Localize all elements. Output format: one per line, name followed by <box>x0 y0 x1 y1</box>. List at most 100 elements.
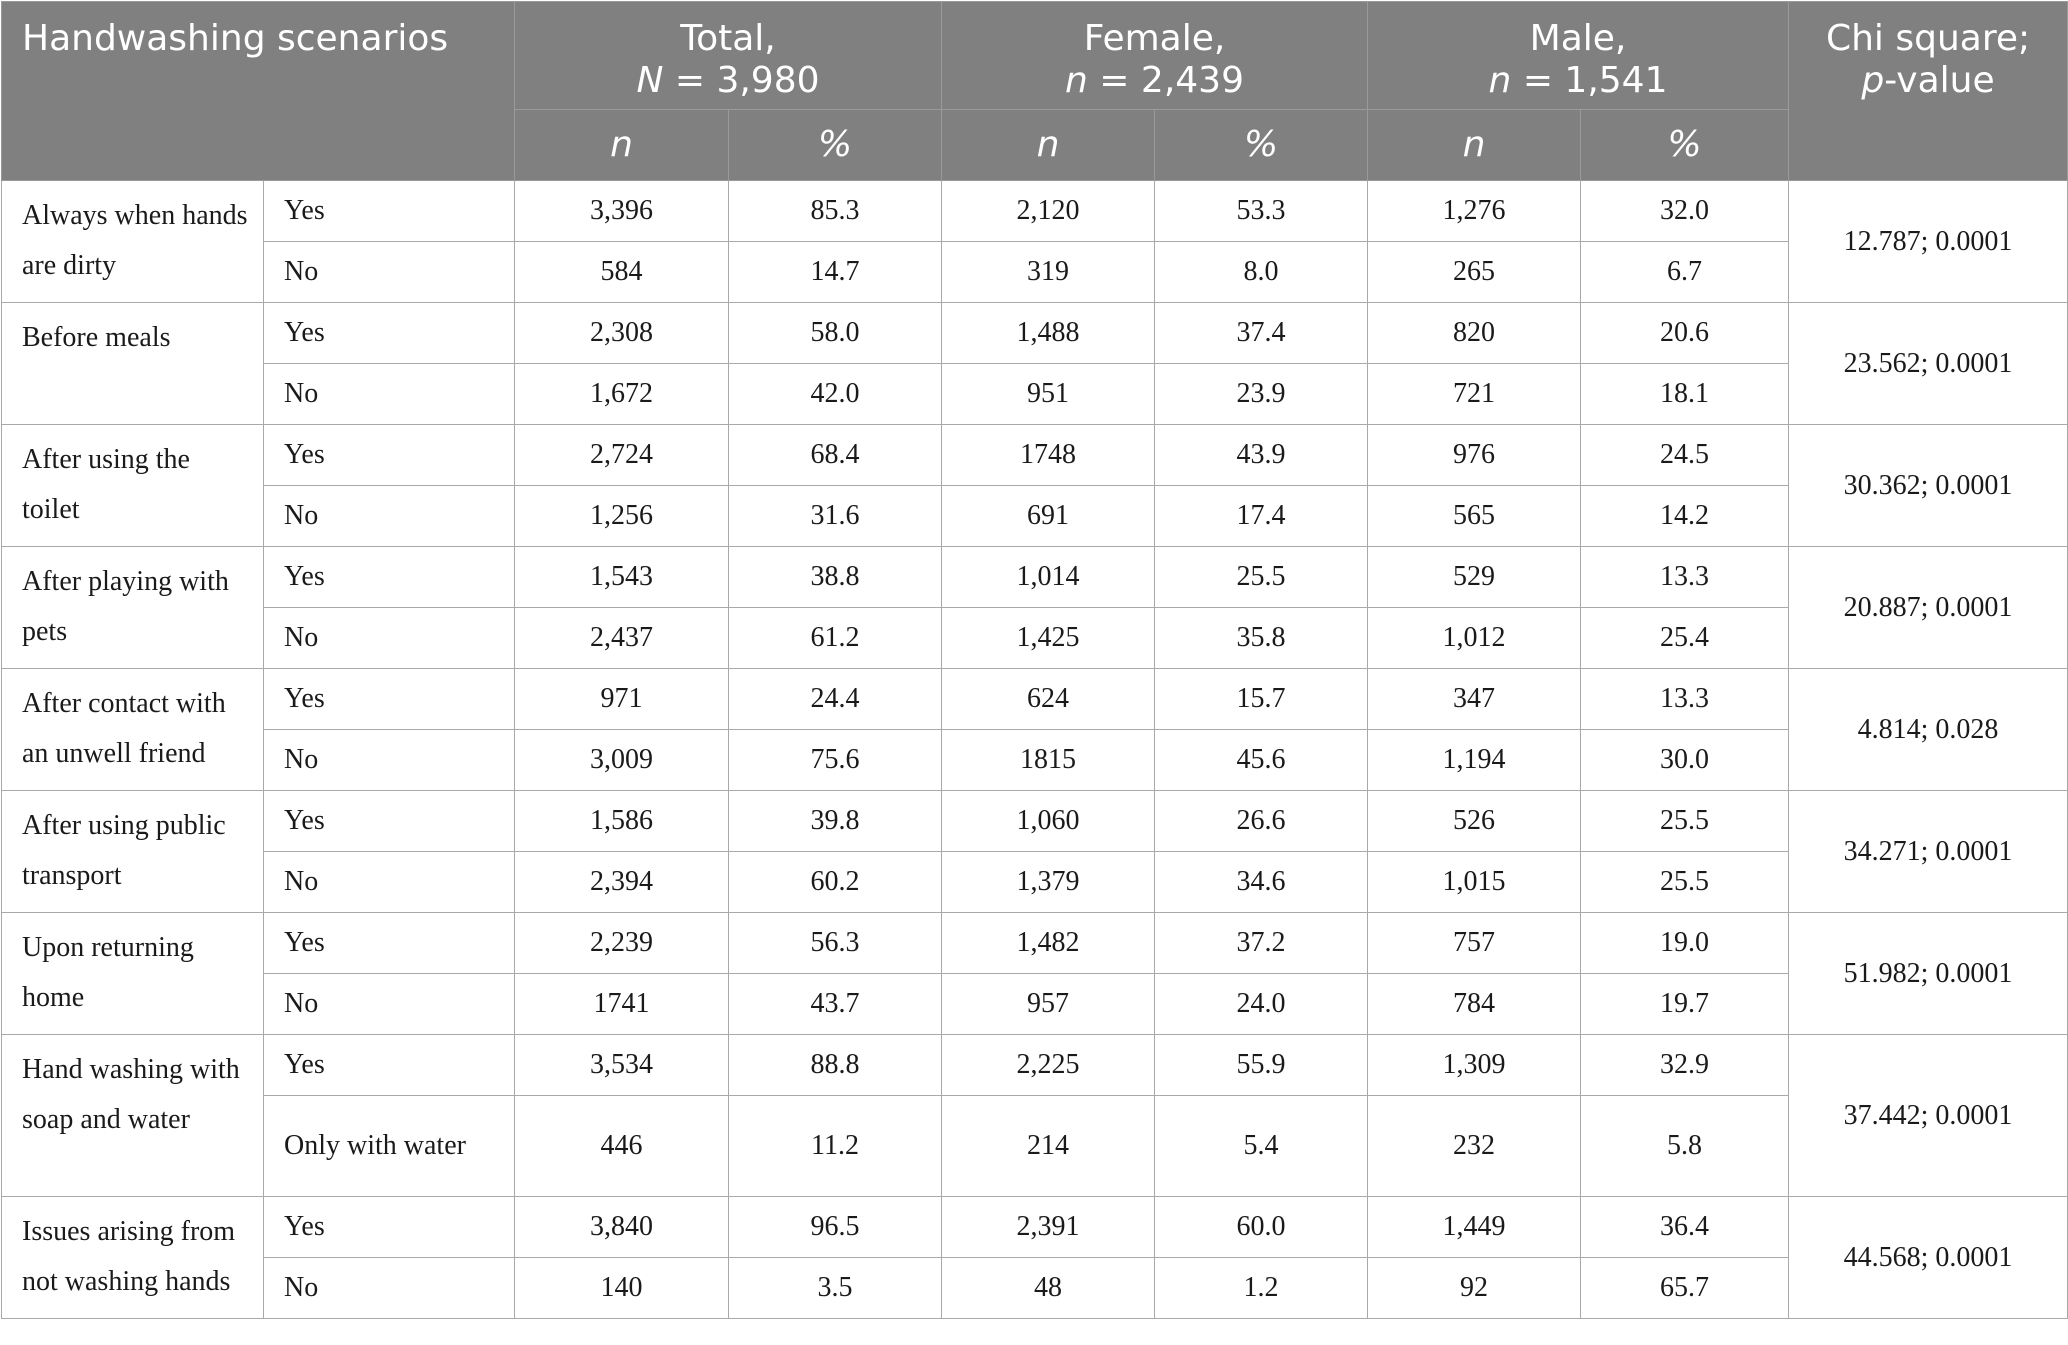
table-row: No 2,394 60.2 1,379 34.6 1,015 25.5 <box>2 851 2068 913</box>
female-pct-cell: 53.3 <box>1153 180 1369 242</box>
female-pct-cell: 34.6 <box>1153 851 1369 913</box>
chi-square-cell: 34.271; 0.0001 <box>1788 790 2068 913</box>
table-row: No 1,256 31.6 691 17.4 565 14.2 <box>2 485 2068 547</box>
female-pct-cell: 43.9 <box>1153 424 1369 486</box>
response-cell: No <box>263 1257 515 1319</box>
header-total: Total, N = 3,980 <box>514 1 942 110</box>
header-female-n-symbol: n <box>1065 60 1088 101</box>
scenario-cell: Issues arising from not washing hands <box>1 1196 264 1319</box>
scenario-cell: After playing with pets <box>1 546 264 669</box>
female-pct-cell: 24.0 <box>1153 973 1369 1035</box>
male-pct-cell: 32.0 <box>1580 180 1790 242</box>
male-n-cell: 1,015 <box>1367 851 1582 913</box>
table-row: No 1,672 42.0 951 23.9 721 18.1 <box>2 363 2068 425</box>
scenario-cell: After contact with an unwell friend <box>1 668 264 791</box>
total-n-cell: 584 <box>514 241 729 303</box>
scenario-cell: Hand washing with soap and water <box>1 1034 264 1197</box>
total-n-cell: 2,724 <box>514 424 729 486</box>
total-pct-cell: 68.4 <box>728 424 942 486</box>
female-pct-cell: 26.6 <box>1153 790 1369 852</box>
male-pct-cell: 19.7 <box>1580 973 1790 1035</box>
total-n-cell: 971 <box>514 668 729 730</box>
female-pct-cell: 5.4 <box>1153 1095 1369 1197</box>
scenario-cell: Upon returning home <box>1 912 264 1035</box>
header-female-pct: % <box>1153 109 1369 181</box>
header-total-label: Total, <box>680 18 776 59</box>
female-n-cell: 1,379 <box>941 851 1155 913</box>
total-n-cell: 2,437 <box>514 607 729 669</box>
response-cell: No <box>263 241 515 303</box>
header-total-pct: % <box>728 109 942 181</box>
header-male-label: Male, <box>1529 18 1627 59</box>
response-cell: Yes <box>263 424 515 486</box>
male-n-cell: 820 <box>1367 302 1582 364</box>
table-row: No 1741 43.7 957 24.0 784 19.7 <box>2 973 2068 1035</box>
female-n-cell: 48 <box>941 1257 1155 1319</box>
header-row-subcolumns: n % n % n % <box>2 109 2068 181</box>
female-pct-cell: 15.7 <box>1153 668 1369 730</box>
male-pct-cell: 32.9 <box>1580 1034 1790 1096</box>
scenario-cell: Always when hands are dirty <box>1 180 264 303</box>
header-chi-p-suffix: -value <box>1884 60 1995 101</box>
female-n-cell: 2,225 <box>941 1034 1155 1096</box>
chi-square-cell: 51.982; 0.0001 <box>1788 912 2068 1035</box>
total-pct-cell: 43.7 <box>728 973 942 1035</box>
response-cell: No <box>263 363 515 425</box>
total-pct-cell: 38.8 <box>728 546 942 608</box>
table-body: Always when hands are dirty Yes 3,396 85… <box>1 180 2068 1319</box>
male-pct-cell: 65.7 <box>1580 1257 1790 1319</box>
male-n-cell: 1,449 <box>1367 1196 1582 1258</box>
female-pct-cell: 17.4 <box>1153 485 1369 547</box>
response-cell: No <box>263 851 515 913</box>
female-n-cell: 2,391 <box>941 1196 1155 1258</box>
chi-square-cell: 12.787; 0.0001 <box>1788 180 2068 303</box>
female-n-cell: 1,060 <box>941 790 1155 852</box>
table-row: No 140 3.5 48 1.2 92 65.7 <box>2 1257 2068 1319</box>
female-pct-cell: 35.8 <box>1153 607 1369 669</box>
male-pct-cell: 6.7 <box>1580 241 1790 303</box>
total-n-cell: 1,256 <box>514 485 729 547</box>
response-cell: Yes <box>263 180 515 242</box>
male-n-cell: 529 <box>1367 546 1582 608</box>
header-male-pct: % <box>1580 109 1790 181</box>
female-pct-cell: 55.9 <box>1153 1034 1369 1096</box>
handwashing-table: Handwashing scenarios Total, N = 3,980 Fe… <box>1 1 2068 1319</box>
female-pct-cell: 37.4 <box>1153 302 1369 364</box>
female-pct-cell: 1.2 <box>1153 1257 1369 1319</box>
total-n-cell: 446 <box>514 1095 729 1197</box>
table-row: No 2,437 61.2 1,425 35.8 1,012 25.4 <box>2 607 2068 669</box>
male-n-cell: 232 <box>1367 1095 1582 1197</box>
total-pct-cell: 56.3 <box>728 912 942 974</box>
total-n-cell: 140 <box>514 1257 729 1319</box>
female-pct-cell: 37.2 <box>1153 912 1369 974</box>
table-row: After using the toilet Yes 2,724 68.4 17… <box>1 424 2068 547</box>
header-male-n-symbol: n <box>1488 60 1512 101</box>
header-scenarios-label: Handwashing scenarios <box>22 18 449 59</box>
header-total-n: n <box>514 109 729 181</box>
header-male-n: n <box>1367 109 1582 181</box>
female-n-cell: 691 <box>941 485 1155 547</box>
total-pct-cell: 61.2 <box>728 607 942 669</box>
total-pct-cell: 58.0 <box>728 302 942 364</box>
header-female: Female, n = 2,439 <box>940 1 1369 110</box>
male-pct-cell: 5.8 <box>1580 1095 1790 1197</box>
female-n-cell: 319 <box>941 241 1155 303</box>
male-pct-cell: 14.2 <box>1580 485 1790 547</box>
response-cell: Yes <box>263 1196 515 1258</box>
male-pct-cell: 19.0 <box>1580 912 1790 974</box>
male-pct-cell: 25.5 <box>1580 790 1790 852</box>
female-n-cell: 2,120 <box>941 180 1155 242</box>
response-cell: Yes <box>263 1034 515 1096</box>
male-n-cell: 526 <box>1367 790 1582 852</box>
table-row: Upon returning home Yes 2,239 56.3 1,482… <box>1 912 2068 1035</box>
table-header: Handwashing scenarios Total, N = 3,980 Fe… <box>1 1 2068 181</box>
response-cell: Yes <box>263 912 515 974</box>
female-n-cell: 1,014 <box>941 546 1155 608</box>
male-n-cell: 976 <box>1367 424 1582 486</box>
chi-square-cell: 44.568; 0.0001 <box>1788 1196 2068 1319</box>
female-pct-cell: 45.6 <box>1153 729 1369 791</box>
male-pct-cell: 13.3 <box>1580 546 1790 608</box>
total-n-cell: 1,672 <box>514 363 729 425</box>
male-n-cell: 1,194 <box>1367 729 1582 791</box>
header-total-n-symbol: N <box>636 60 664 101</box>
